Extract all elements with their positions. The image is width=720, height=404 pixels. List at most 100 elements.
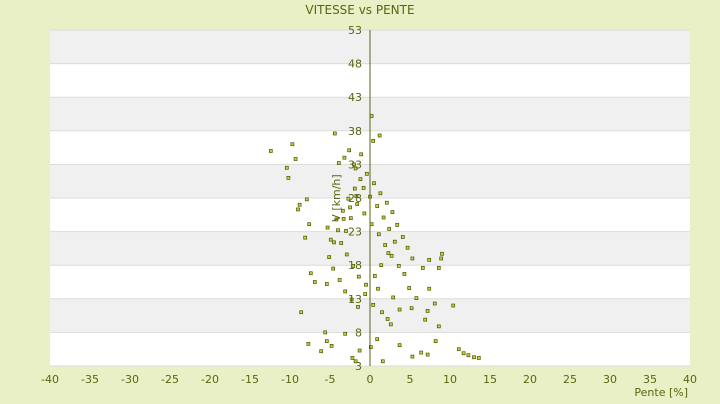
data-point (436, 266, 441, 270)
data-point (376, 232, 381, 237)
data-point (351, 264, 356, 268)
data-point (346, 196, 351, 201)
data-point (376, 286, 380, 291)
data-point (356, 274, 361, 279)
x-tick-label: 0 (367, 373, 374, 386)
data-point (293, 157, 298, 161)
x-tick-label: 40 (683, 373, 697, 386)
data-point (297, 202, 302, 207)
data-point (344, 252, 349, 257)
data-point (363, 292, 368, 296)
data-point (390, 210, 395, 214)
data-point (380, 310, 384, 315)
data-point (339, 241, 344, 245)
x-tick-labels: -40 -35 -30 -25 -20 -15 -10 -5 0 5 10 15 20 25 30 35 40 (41, 373, 697, 386)
data-point (307, 222, 312, 227)
chart-title: VITESSE vs PENTE (305, 3, 414, 17)
data-point (354, 194, 359, 198)
x-tick-label: -30 (121, 373, 139, 386)
data-point (331, 266, 336, 271)
x-tick-label: -40 (41, 373, 59, 386)
data-point (423, 317, 428, 322)
data-point (386, 251, 391, 255)
data-point (397, 307, 402, 312)
data-point (352, 186, 357, 191)
data-point (381, 215, 386, 220)
data-point (371, 302, 376, 307)
y-tick-label: 13 (348, 293, 362, 306)
data-point (425, 352, 430, 357)
data-point (472, 355, 476, 360)
data-point (327, 255, 332, 259)
data-point (364, 171, 369, 176)
data-point (385, 317, 390, 321)
data-point (336, 161, 341, 165)
data-point (362, 211, 367, 216)
data-point (410, 354, 415, 359)
data-point (284, 165, 289, 170)
y-tick-label: 8 (355, 326, 362, 339)
data-point (329, 343, 334, 348)
data-point (439, 256, 444, 261)
data-point (397, 343, 402, 348)
x-tick-label: 15 (483, 373, 497, 386)
data-point (286, 175, 291, 180)
x-tick-label: -25 (161, 373, 179, 386)
data-point (372, 181, 376, 186)
data-point (425, 309, 430, 313)
data-point (377, 133, 382, 138)
data-point (436, 324, 441, 329)
data-point (308, 271, 313, 276)
data-point (359, 152, 364, 157)
data-point (409, 306, 414, 311)
x-tick-label: -20 (201, 373, 219, 386)
data-point (379, 263, 384, 268)
y-tick-label: 43 (348, 91, 362, 104)
data-point (391, 295, 396, 300)
data-point (312, 280, 317, 284)
data-point (402, 272, 407, 276)
data-point (395, 223, 400, 227)
data-point (356, 305, 360, 309)
data-point (324, 339, 329, 343)
x-tick-label: -15 (241, 373, 259, 386)
data-point (364, 282, 368, 287)
data-point (342, 155, 347, 160)
data-point (299, 310, 304, 315)
data-point (388, 322, 393, 327)
y-axis-label: V [km/h] (330, 174, 343, 221)
data-point (371, 139, 376, 143)
data-point (383, 243, 388, 247)
data-point (343, 331, 348, 336)
data-point (387, 227, 392, 231)
data-point (324, 282, 329, 286)
data-point (396, 264, 401, 268)
data-point (268, 149, 273, 153)
y-tick-label: 3 (355, 360, 362, 373)
data-point (358, 177, 363, 182)
data-point (340, 208, 345, 213)
data-point (361, 186, 366, 190)
data-point (461, 351, 466, 356)
data-point (319, 349, 324, 354)
data-points (268, 114, 481, 364)
y-tick-label: 33 (348, 158, 362, 171)
data-point (352, 162, 356, 167)
y-tick-label: 23 (348, 226, 362, 239)
data-point (451, 303, 456, 308)
data-point (368, 345, 373, 350)
data-point (334, 217, 339, 222)
data-point (336, 228, 340, 233)
data-point (427, 257, 432, 262)
data-point (427, 286, 432, 291)
data-point (306, 341, 311, 346)
y-tick-label: 18 (348, 259, 362, 272)
data-point (304, 197, 309, 202)
data-point (389, 253, 394, 258)
data-point (405, 245, 410, 250)
data-point (419, 350, 424, 355)
data-point (303, 235, 308, 240)
data-point (380, 359, 385, 364)
